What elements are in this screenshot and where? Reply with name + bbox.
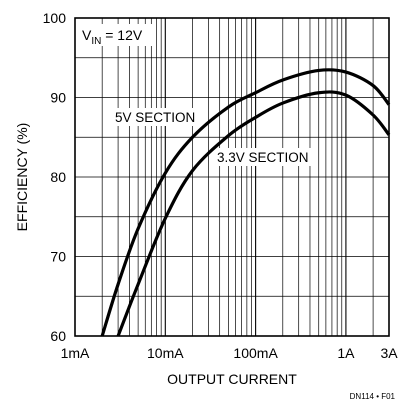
curve-labels: 5V SECTION 3.3V SECTION [115, 110, 309, 165]
x-tick-label: 3A [380, 345, 398, 361]
y-tick-label: 90 [50, 90, 66, 106]
series-curves [100, 68, 391, 337]
figure-id: DN114 • F01 [350, 392, 396, 401]
y-tick-label: 70 [50, 249, 66, 265]
vin-annotation: VIN = 12V [82, 27, 143, 47]
y-axis-title: EFFICIENCY (%) [14, 123, 30, 232]
series-label-5v: 5V SECTION [115, 110, 195, 125]
vin-label-backdrop [79, 24, 153, 46]
series-line-5v [100, 68, 391, 337]
x-tick-labels: 1mA 10mA 100mA 1A 3A [61, 345, 399, 361]
series-line-3v3 [116, 90, 391, 337]
x-tick-label: 10mA [147, 345, 184, 361]
vin-subscript: IN [91, 36, 101, 47]
plot-frame [74, 17, 390, 337]
series-label-3v3-backdrop [214, 148, 312, 166]
x-axis-title: OUTPUT CURRENT [167, 371, 297, 387]
series-label-5v-backdrop [112, 108, 198, 126]
vin-value: = 12V [101, 27, 143, 43]
y-tick-label: 80 [50, 169, 66, 185]
y-tick-labels: 60 70 80 90 100 [43, 10, 67, 344]
x-tick-label: 1A [337, 345, 355, 361]
series-label-3v3: 3.3V SECTION [217, 150, 309, 165]
x-tick-label: 1mA [61, 345, 90, 361]
x-tick-label: 100mA [233, 345, 278, 361]
vin-base: V [82, 27, 92, 43]
vin-label: VIN = 12V [82, 27, 143, 47]
y-tick-label: 60 [50, 328, 66, 344]
y-tick-label: 100 [43, 10, 67, 26]
grid-lines [75, 18, 389, 336]
